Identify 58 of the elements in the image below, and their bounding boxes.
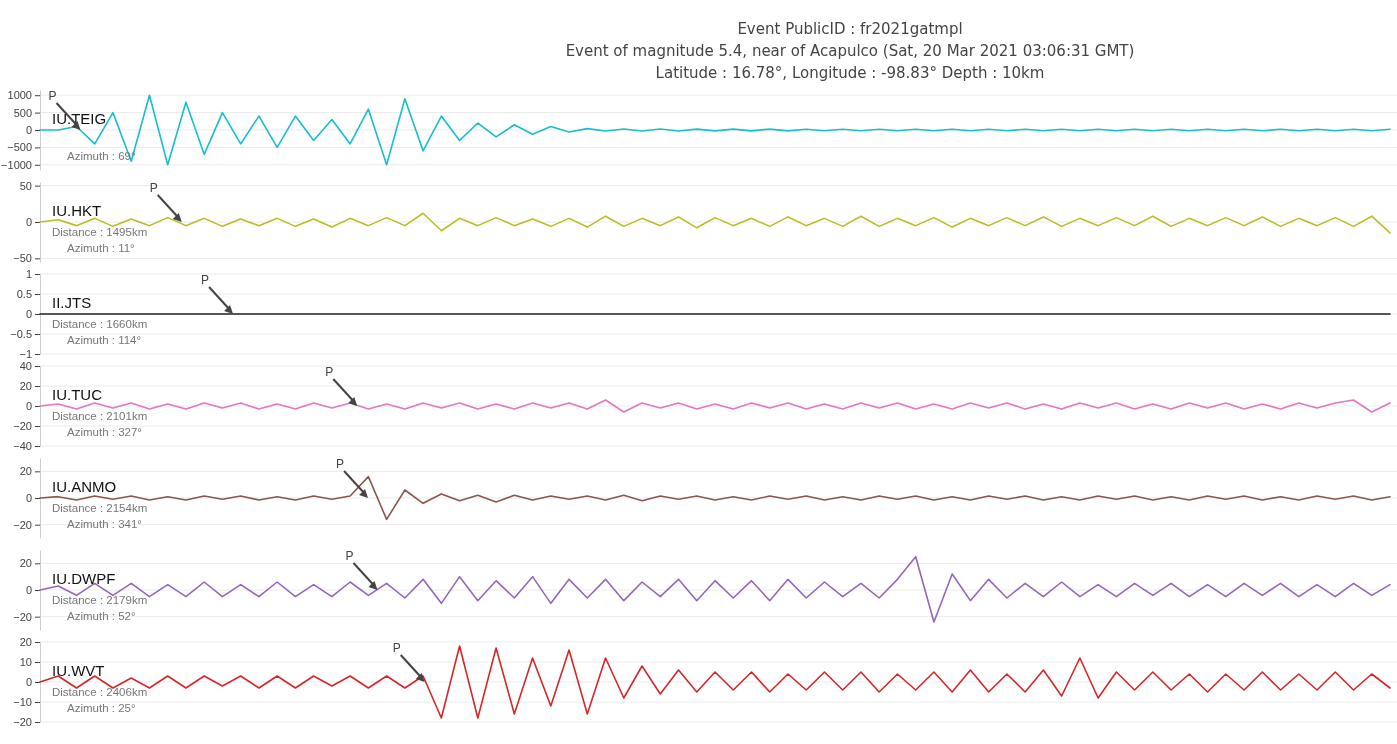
text: Event of magnitude 5.4, near of Acapulco (Sat, 20 Mar 2021 03:06:31 GMT) Latitude : 16.78°, Longitude : -98.83° Depth : 10km <box>565 42 1135 82</box>
y-tick-label: −40 <box>13 440 32 453</box>
y-tick-label: 0 <box>25 124 32 137</box>
annotation: P <box>392 641 401 655</box>
annotation: Distance : 2154km <box>52 502 148 514</box>
annotation: Azimuth : 341° <box>67 518 142 530</box>
series-label: II.JTS <box>52 294 92 311</box>
y-tick-label: 1 <box>25 268 32 281</box>
annotation: Distance : 2406km <box>52 686 148 698</box>
series-label: IU.TUC <box>52 386 103 403</box>
y-tick-label: −50 <box>13 252 32 265</box>
y-tick-label: 0 <box>25 584 32 597</box>
annotation: Azimuth : 25° <box>67 702 136 714</box>
y-tick-label: 0 <box>25 492 32 505</box>
series-label: IU.ANMO <box>52 478 117 495</box>
y-tick-label: 20 <box>19 636 32 649</box>
annotation: Azimuth : 52° <box>67 610 136 622</box>
y-tick-label: 0 <box>25 216 32 229</box>
series-label: IU.DWPF <box>52 570 116 587</box>
line-series <box>39 475 1391 521</box>
annotation: Azimuth : 327° <box>67 426 142 438</box>
y-tick-label: −20 <box>13 716 32 729</box>
y-tick-label: 0 <box>25 676 32 689</box>
y-tick-label: 10 <box>19 656 32 669</box>
line-series <box>39 645 1391 719</box>
y-tick-label: −1000 <box>1 158 32 171</box>
annotation: Distance : 1495km <box>52 226 148 238</box>
y-tick-label: −0.5 <box>10 328 32 341</box>
y-tick-label: −20 <box>13 610 32 623</box>
y-tick-label: 20 <box>19 380 32 393</box>
y-tick-label: 50 <box>19 179 32 192</box>
annotation: Azimuth : 114° <box>67 334 142 346</box>
annotation: P <box>201 273 210 287</box>
y-tick-label: 1000 <box>7 89 32 102</box>
y-tick-label: 20 <box>19 465 32 478</box>
y-tick-label: −1 <box>19 348 32 361</box>
annotation: P <box>345 549 354 563</box>
y-tick-label: 0 <box>25 308 32 321</box>
annotation: Azimuth : 11° <box>67 242 135 254</box>
y-tick-label: 0.5 <box>16 288 32 301</box>
y-tick-label: −20 <box>13 420 32 433</box>
y-tick-label: −20 <box>13 518 32 531</box>
annotation: Distance : 1660km <box>52 318 148 330</box>
y-tick-label: 0 <box>25 400 32 413</box>
annotation: P <box>149 181 158 195</box>
text: Event PublicID : fr2021gatmpl <box>737 20 963 38</box>
annotation: P <box>325 365 334 379</box>
y-tick-label: 500 <box>13 106 32 119</box>
annotation: Distance : 2101km <box>52 410 148 422</box>
y-tick-label: −10 <box>13 696 32 709</box>
series-label: IU.WVT <box>52 662 105 679</box>
annotation: P <box>336 457 345 471</box>
series-label: IU.HKT <box>52 202 102 219</box>
annotation: Distance : 2179km <box>52 594 148 606</box>
annotation: P <box>48 89 57 103</box>
y-tick-label: 40 <box>19 360 32 373</box>
y-tick-label: 20 <box>19 557 32 570</box>
y-tick-label: −500 <box>7 141 32 154</box>
